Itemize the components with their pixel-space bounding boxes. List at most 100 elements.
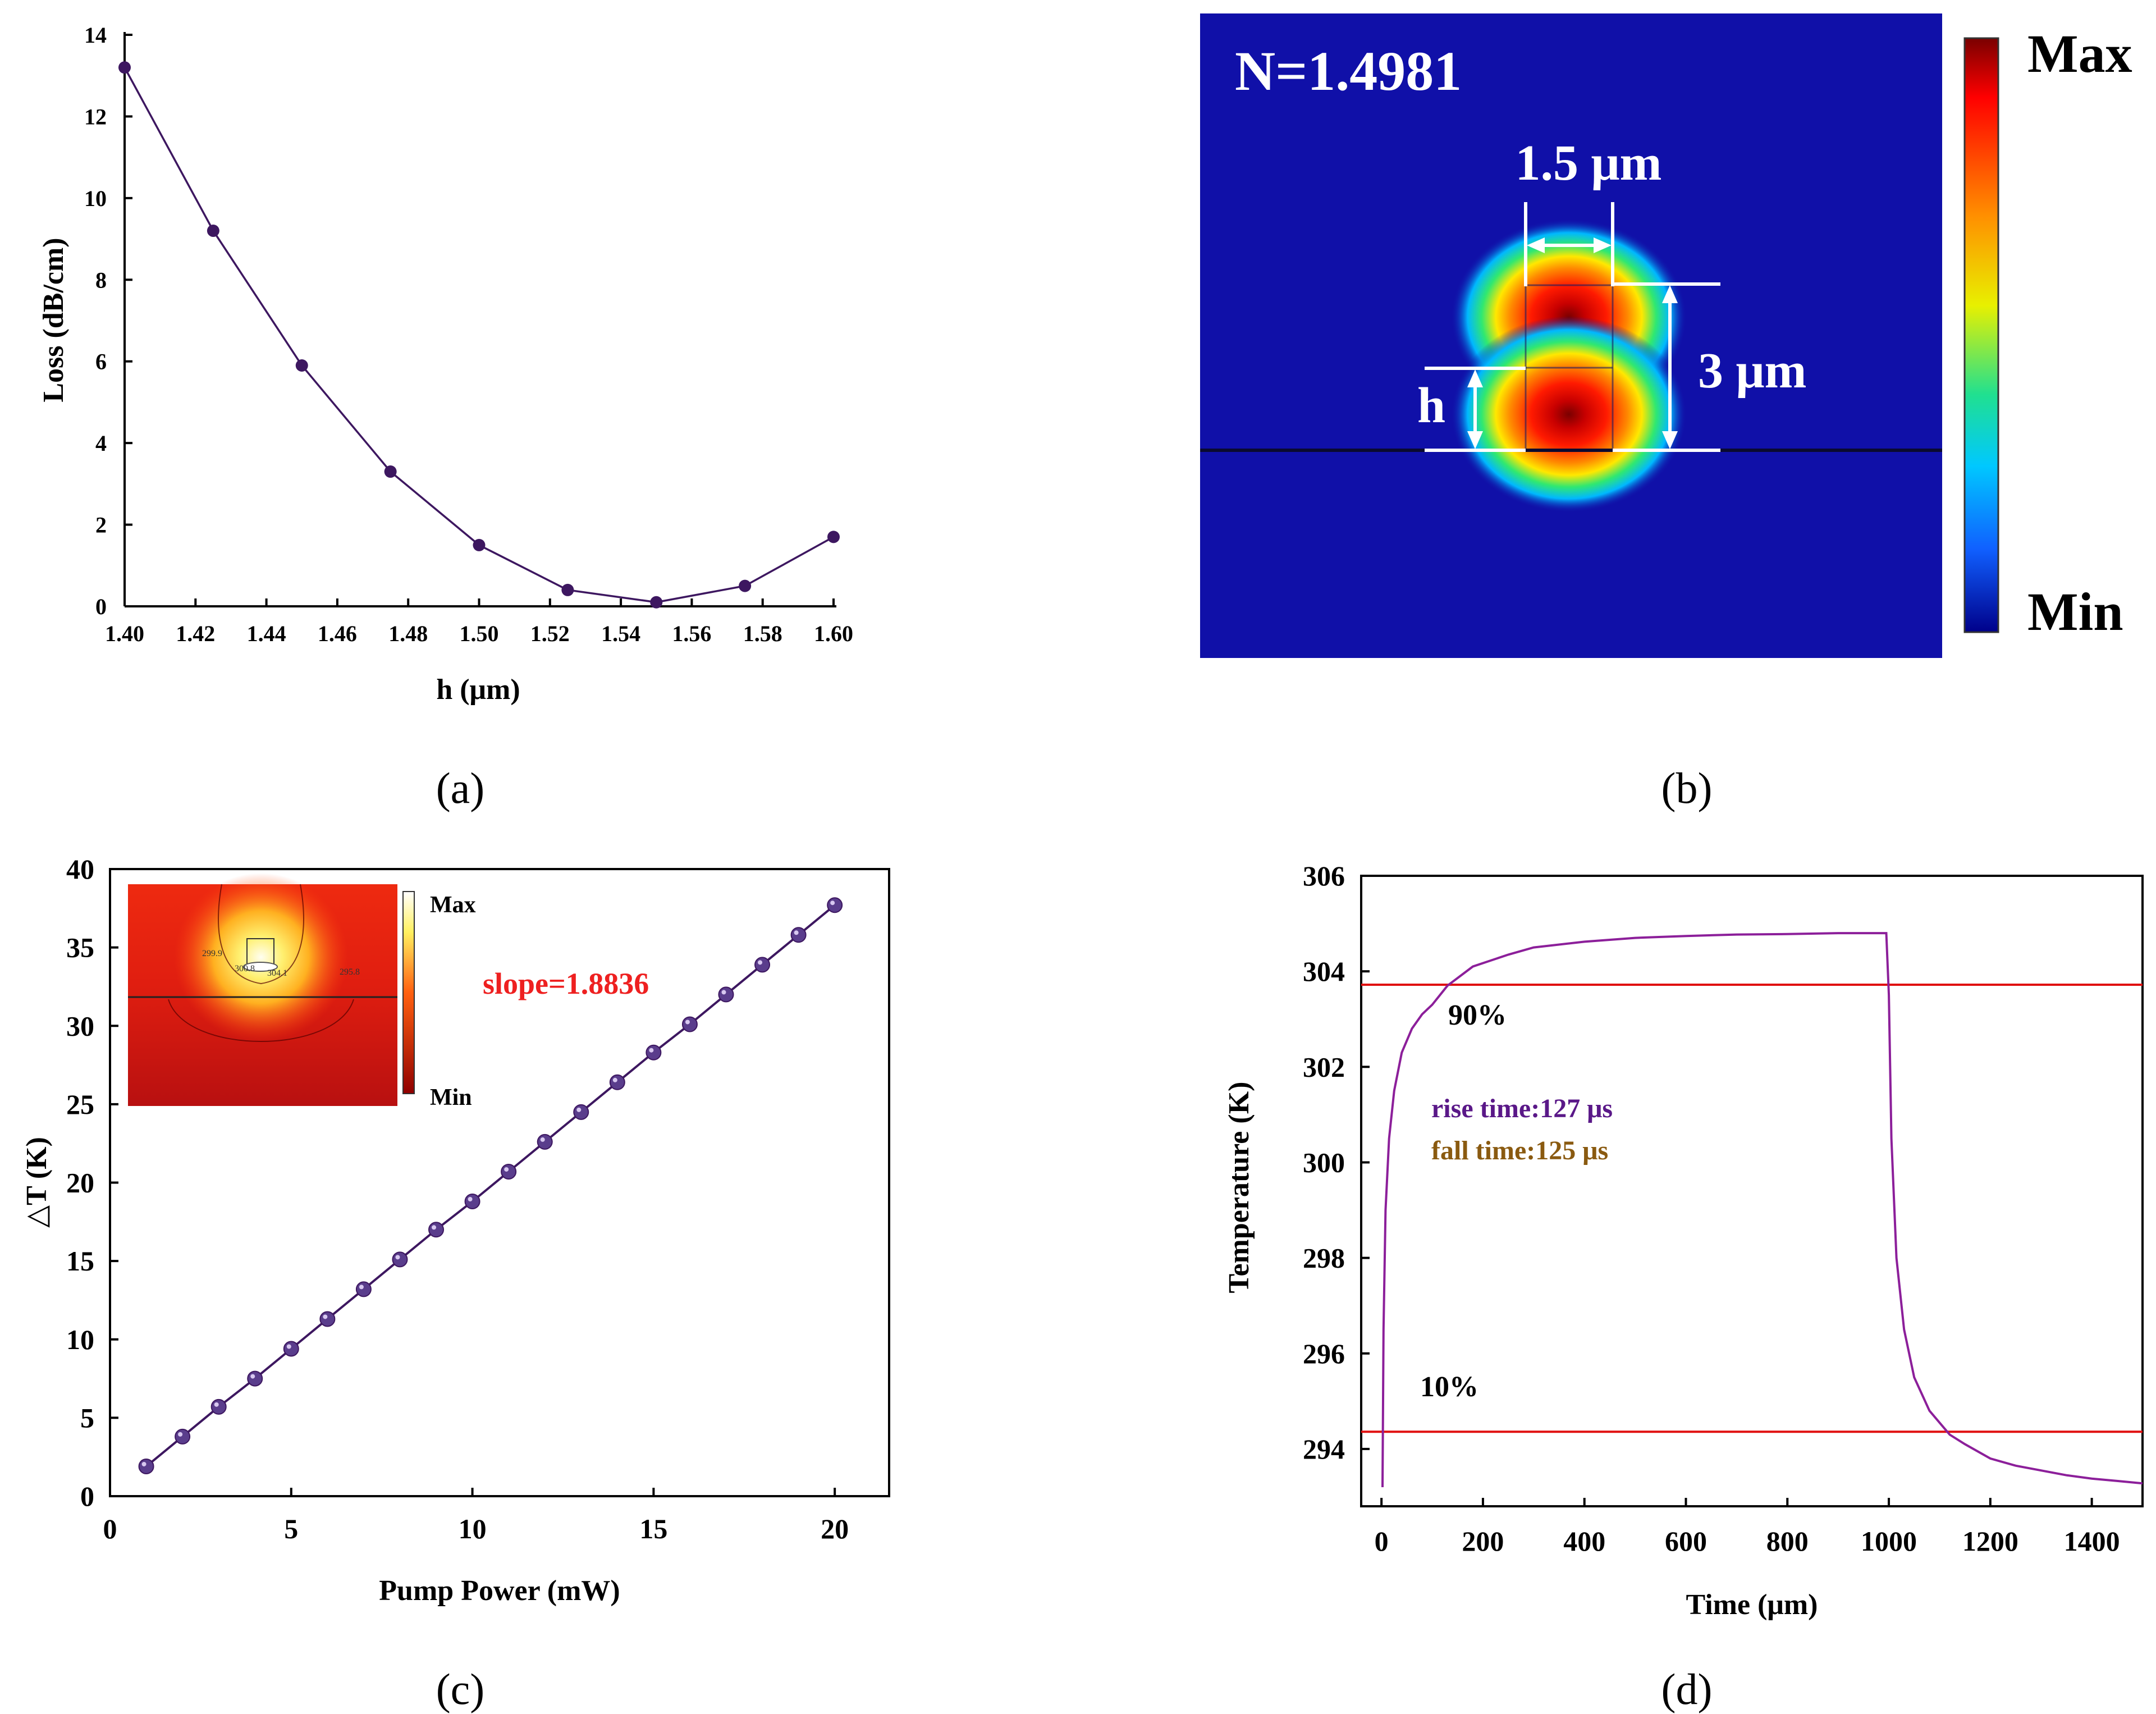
- c-inset-core: [243, 962, 278, 972]
- a-x-tick-label: 1.44: [247, 621, 286, 646]
- a-data-point: [295, 359, 308, 372]
- c-inset-min-label: Min: [430, 1085, 472, 1110]
- c-data-point-highlight: [286, 1344, 291, 1349]
- d-plot-frame: [1360, 875, 2144, 1507]
- a-y-tick-label: 2: [95, 513, 107, 538]
- b-width-label: 1.5 μm: [1516, 135, 1662, 191]
- a-x-tick-label: 1.46: [318, 621, 357, 646]
- panel-b-mode-field: N=1.4981 1.5 μm 3 μm h Max Min (b): [1200, 13, 2132, 812]
- d-x-tick-label: 200: [1462, 1525, 1504, 1557]
- c-inset-contour-inner: [218, 884, 304, 985]
- a-data-point: [118, 61, 131, 74]
- a-x-tick-label: 1.56: [672, 621, 711, 646]
- c-data-point-highlight: [649, 1048, 654, 1053]
- a-points: [118, 61, 840, 609]
- b-h-arrowhead-top: [1467, 369, 1483, 387]
- d-rise-time-annotation: rise time:127 μs: [1431, 1094, 1613, 1123]
- c-x-tick-label: 15: [639, 1513, 667, 1544]
- c-data-point: [392, 1251, 408, 1268]
- d-y-tick-label: 300: [1303, 1146, 1345, 1178]
- b-effective-index-label: N=1.4981: [1235, 40, 1462, 102]
- c-y-tick-label: 30: [66, 1010, 94, 1041]
- a-data-point: [739, 579, 752, 592]
- c-data-point-highlight: [758, 960, 763, 965]
- c-x-tick-label: 20: [821, 1513, 849, 1544]
- c-y-tick-label: 10: [66, 1324, 94, 1355]
- c-inset-hotspot: [174, 873, 348, 1041]
- d-x-tick-label: 400: [1563, 1525, 1605, 1557]
- c-data-point: [175, 1428, 191, 1445]
- c-data-point: [501, 1163, 517, 1180]
- a-y-tick-label: 14: [84, 22, 107, 48]
- b-width-arrowhead-left: [1527, 237, 1545, 253]
- c-y-tick-label: 0: [80, 1480, 94, 1512]
- c-data-point: [790, 927, 807, 943]
- c-inset-colorbar: [402, 891, 415, 1094]
- d-y-tick-label: 306: [1303, 860, 1345, 892]
- c-y-tick-label: 35: [66, 932, 94, 963]
- a-data-point: [207, 225, 219, 237]
- a-series-line: [123, 67, 834, 604]
- a-y-axis-title: Loss (dB/cm): [38, 237, 70, 402]
- b-colorbar-min-label: Min: [2027, 582, 2123, 642]
- a-x-tick-label: 1.50: [460, 621, 499, 646]
- c-data-point: [573, 1104, 589, 1120]
- c-data-point: [138, 1458, 154, 1474]
- d-x-tick-label: 1000: [1861, 1525, 1917, 1557]
- c-data-point-highlight: [685, 1020, 690, 1025]
- panel-label-d: (d): [1661, 1665, 1713, 1713]
- c-data-point: [283, 1341, 299, 1357]
- c-data-point: [537, 1133, 553, 1150]
- panel-a-loss-chart: 1.40 1.42 1.44 1.46 1.48 1.50 1.52 1.54 1.56 1.58…: [38, 22, 853, 812]
- c-inset-contour-label-3: 304.1: [267, 968, 287, 978]
- a-x-tick-label: 1.58: [743, 621, 782, 646]
- c-inset-max-label: Max: [430, 892, 476, 918]
- a-x-tick-label: 1.60: [814, 621, 853, 646]
- a-ticks: 1.40 1.42 1.44 1.46 1.48 1.50 1.52 1.54 1.56 1.58…: [84, 22, 853, 646]
- c-data-point-highlight: [250, 1374, 255, 1379]
- b-h-label: h: [1417, 378, 1445, 433]
- d-x-tick-label: 1200: [1962, 1525, 2018, 1557]
- a-x-tick-label: 1.42: [176, 621, 215, 646]
- c-data-point-highlight: [504, 1167, 509, 1172]
- c-y-tick-label: 25: [66, 1089, 94, 1120]
- c-data-point-highlight: [794, 930, 799, 935]
- c-data-point: [210, 1398, 227, 1415]
- c-ticks: 0 5 10 15 20 0 5 10 15 20 25 30 35 40: [66, 853, 849, 1544]
- d-fall-time-annotation: fall time:125 μs: [1431, 1136, 1608, 1165]
- d-label-90: 90%: [1448, 999, 1507, 1031]
- a-x-tick-label: 1.52: [530, 621, 570, 646]
- c-data-point: [681, 1016, 698, 1032]
- c-data-point: [646, 1044, 662, 1061]
- d-y-tick-label: 298: [1303, 1242, 1345, 1274]
- c-y-tick-label: 20: [66, 1167, 94, 1199]
- c-data-point: [247, 1370, 263, 1387]
- c-x-tick-label: 5: [284, 1513, 298, 1544]
- panel-label-b: (b): [1661, 764, 1713, 812]
- c-data-point: [754, 957, 771, 973]
- d-x-tick-label: 600: [1665, 1525, 1707, 1557]
- a-x-axis-title: h (μm): [436, 674, 520, 706]
- c-x-axis-title: Pump Power (mW): [379, 1575, 620, 1607]
- c-data-point-highlight: [612, 1077, 617, 1082]
- panel-label-a: (a): [436, 764, 485, 812]
- c-data-point-highlight: [323, 1314, 328, 1319]
- a-x-tick-label: 1.48: [388, 621, 428, 646]
- c-inset-contour-label-4: 295.8: [340, 967, 360, 977]
- d-y-tick-label: 296: [1303, 1338, 1345, 1369]
- a-x-tick-label: 1.40: [105, 621, 144, 646]
- a-x-tick-label: 1.54: [601, 621, 640, 646]
- d-x-tick-label: 1400: [2064, 1525, 2120, 1557]
- c-data-point-highlight: [359, 1285, 364, 1290]
- a-y-tick-label: 8: [95, 267, 107, 292]
- b-height-label: 3 μm: [1698, 343, 1807, 399]
- c-y-axis-title: △T (K): [21, 1137, 53, 1228]
- a-data-point: [561, 583, 574, 596]
- c-data-point-highlight: [214, 1402, 219, 1407]
- b-mode-lobe-lower: [1451, 316, 1687, 513]
- c-data-point-highlight: [721, 990, 726, 995]
- c-data-point-highlight: [432, 1225, 437, 1230]
- c-data-point-highlight: [395, 1255, 400, 1260]
- a-y-tick-label: 10: [84, 186, 107, 211]
